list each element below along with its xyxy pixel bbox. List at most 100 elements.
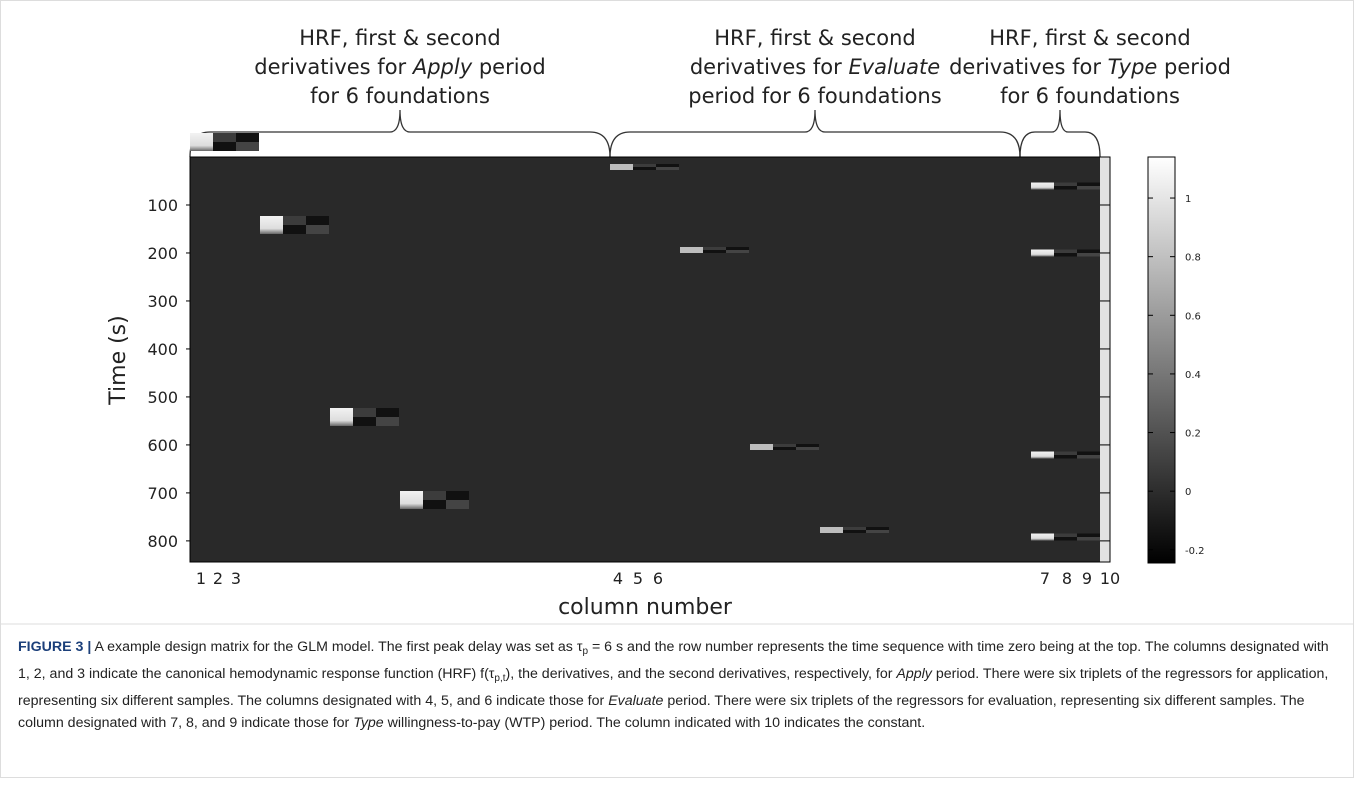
column-label: 8 <box>1062 569 1072 588</box>
regressor-block <box>1077 455 1100 459</box>
matrix-border <box>189 156 1111 563</box>
caption-normal: period. There were six triplets of the r… <box>18 666 1329 709</box>
regressor-block <box>656 164 679 167</box>
regressor-block <box>1054 451 1077 455</box>
caption-normal: ), the derivatives, and the second deriv… <box>505 666 897 682</box>
annotation-text: derivatives for <box>254 55 413 79</box>
regressor-block <box>656 167 679 170</box>
regressor-block <box>796 447 819 450</box>
regressor-block <box>1054 249 1077 253</box>
regressor-block <box>1077 253 1100 257</box>
caption-normal: willingness-to-pay (WTP) period. The col… <box>383 715 926 731</box>
column-label: 9 <box>1082 569 1092 588</box>
annotation-text: HRF, first & second <box>299 26 500 50</box>
regressor-block <box>236 142 259 151</box>
regressor-block <box>633 164 656 167</box>
column-label: 5 <box>633 569 643 588</box>
regressor-block <box>843 530 866 533</box>
regressor-block <box>260 216 283 234</box>
regressor-block <box>1077 533 1100 537</box>
regressor-block <box>306 225 329 234</box>
regressor-block <box>1077 186 1100 190</box>
column-label: 10 <box>1100 569 1120 588</box>
regressor-block <box>1077 451 1100 455</box>
regressor-block <box>1031 249 1054 257</box>
annotation-text: for 6 foundations <box>310 84 490 108</box>
regressor-block <box>213 133 236 142</box>
caption-sub: p,t <box>494 673 506 684</box>
regressor-block <box>376 417 399 426</box>
annotation-emphasis: Evaluate <box>848 55 940 79</box>
regressor-block <box>773 447 796 450</box>
annotation-emphasis: Apply <box>411 55 473 79</box>
annotation-line: derivatives for Apply period <box>254 55 545 79</box>
annotation-line: for 6 foundations <box>1000 84 1180 108</box>
y-tick-label: 100 <box>147 196 178 215</box>
y-tick-label: 500 <box>147 388 178 407</box>
regressor-block <box>1054 455 1077 459</box>
regressor-block <box>1031 182 1054 190</box>
caption-italic: Type <box>353 715 384 731</box>
regressor-block <box>703 247 726 250</box>
regressor-block <box>376 408 399 417</box>
regressor-block <box>400 491 423 509</box>
caption-italic: Evaluate <box>608 693 664 709</box>
y-tick-label: 800 <box>147 532 178 551</box>
regressor-block <box>866 527 889 530</box>
annotation-text: period <box>472 55 546 79</box>
y-tick-label: 300 <box>147 292 178 311</box>
regressor-block <box>726 250 749 253</box>
regressor-block <box>446 500 469 509</box>
regressor-block <box>1077 249 1100 253</box>
colorbar-tick-label: 0.4 <box>1185 370 1201 381</box>
column-label: 4 <box>613 569 623 588</box>
y-tick-label: 600 <box>147 436 178 455</box>
annotation-emphasis: Type <box>1108 55 1158 79</box>
regressor-block <box>353 408 376 417</box>
column-label: 7 <box>1040 569 1050 588</box>
column-label: 1 <box>196 569 206 588</box>
caption-sub: p <box>582 646 589 657</box>
regressor-block <box>236 133 259 142</box>
regressor-block <box>1054 253 1077 257</box>
colorbar-tick-label: 0.8 <box>1185 253 1201 264</box>
design-matrix <box>190 133 1110 562</box>
y-tick-label: 200 <box>147 244 178 263</box>
caption-bold: FIGURE 3 | <box>18 639 92 655</box>
regressor-block <box>866 530 889 533</box>
caption-italic: Apply <box>896 666 932 682</box>
regressor-block <box>353 417 376 426</box>
annotation-line: HRF, first & second <box>989 26 1190 50</box>
regressor-block <box>773 444 796 447</box>
y-tick-label: 400 <box>147 340 178 359</box>
regressor-block <box>1031 533 1054 541</box>
colorbar-tick-label: -0.2 <box>1185 546 1205 557</box>
figure: Time (s) column number 10020030040050060… <box>0 26 1354 625</box>
regressor-block <box>1054 533 1077 537</box>
y-axis-label: Time (s) <box>106 315 131 405</box>
regressor-block <box>1031 451 1054 459</box>
regressor-block <box>680 247 703 253</box>
annotation-text: for 6 foundations <box>1000 84 1180 108</box>
annotation-text: HRF, first & second <box>714 26 915 50</box>
annotation-text: derivatives for <box>949 55 1108 79</box>
regressor-block <box>820 527 843 533</box>
annotation-line: period for 6 foundations <box>688 84 941 108</box>
column-label: 3 <box>231 569 241 588</box>
colorbar-tick-label: 1 <box>1185 194 1191 205</box>
regressor-block <box>750 444 773 450</box>
x-axis-label: column number <box>558 595 733 620</box>
regressor-block <box>726 247 749 250</box>
regressor-block <box>703 250 726 253</box>
regressor-block <box>1054 182 1077 186</box>
caption: FIGURE 3 | A example design matrix for t… <box>18 636 1336 734</box>
regressor-block <box>283 225 306 234</box>
regressor-block <box>610 164 633 170</box>
annotation-text: period <box>1157 55 1231 79</box>
colorbar-tick-label: 0 <box>1185 487 1191 498</box>
column-label: 6 <box>653 569 663 588</box>
annotation-line: HRF, first & second <box>714 26 915 50</box>
regressor-block <box>423 500 446 509</box>
regressor-block <box>796 444 819 447</box>
